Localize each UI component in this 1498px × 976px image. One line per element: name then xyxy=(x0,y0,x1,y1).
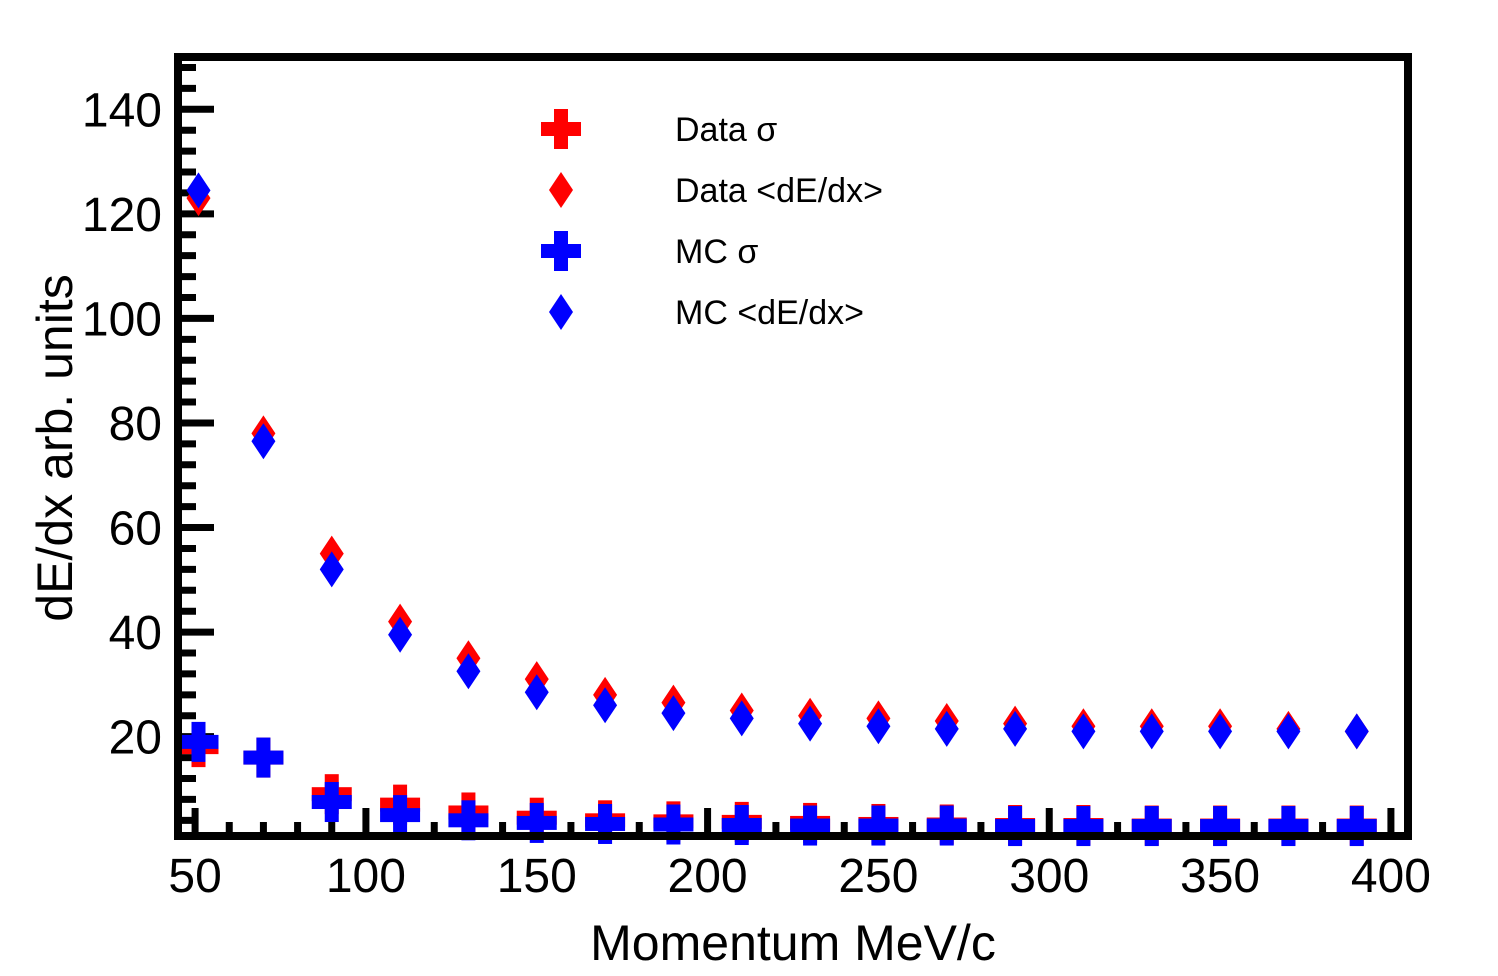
legend-label: Data <dE/dx> xyxy=(675,172,883,210)
x-tick-label: 400 xyxy=(1351,850,1431,903)
diamond-point xyxy=(1344,713,1369,750)
cross-point xyxy=(311,782,352,823)
x-tick-label: 300 xyxy=(1009,850,1089,903)
x-axis-label: Momentum MeV/c xyxy=(590,915,996,971)
diamond-point xyxy=(1208,713,1233,750)
legend-entry: MC σ xyxy=(541,231,758,271)
plot-frame xyxy=(174,53,1412,840)
x-tick-label: 100 xyxy=(326,850,406,903)
x-tick-label: 350 xyxy=(1180,850,1260,903)
legend: Data σ Data <dE/dx> MC σ MC <dE/dx> xyxy=(541,109,883,332)
legend-marker xyxy=(541,231,581,271)
diamond-point xyxy=(798,705,823,742)
diamond-point xyxy=(661,695,686,732)
diamond-point xyxy=(1071,713,1096,750)
x-tick-label: 50 xyxy=(168,850,221,903)
diamond-point xyxy=(1139,713,1164,750)
tick-labels: 50 100 150 200 250 300 350 400 20 40 60 80 100 120 140 xyxy=(82,84,1431,903)
data-points xyxy=(178,172,1377,847)
diamond-point xyxy=(456,653,481,690)
cross-point xyxy=(448,800,489,841)
legend-entry: Data <dE/dx> xyxy=(549,172,883,210)
diamond-point xyxy=(1003,710,1028,747)
diamond-point xyxy=(319,551,344,588)
x-tick-label: 150 xyxy=(497,850,577,903)
legend-entry: Data σ xyxy=(541,109,777,149)
y-tick-label: 120 xyxy=(82,189,162,242)
diamond-point xyxy=(866,708,891,745)
y-tick-label: 60 xyxy=(109,503,162,556)
cross-point xyxy=(178,721,219,762)
diamond-point xyxy=(251,423,276,460)
legend-marker xyxy=(549,294,573,330)
diamond-point xyxy=(524,674,549,711)
legend-label: MC σ xyxy=(675,233,758,271)
diamond-point xyxy=(1276,713,1301,750)
diamond-point xyxy=(388,616,413,653)
legend-entry: MC <dE/dx> xyxy=(549,294,864,332)
diamond-point xyxy=(186,172,211,209)
y-tick-label: 140 xyxy=(82,84,162,137)
y-tick-label: 40 xyxy=(109,607,162,660)
legend-label: Data σ xyxy=(675,111,777,149)
y-tick-label: 100 xyxy=(82,293,162,346)
y-tick-label: 80 xyxy=(109,398,162,451)
legend-marker xyxy=(541,109,581,149)
cross-point xyxy=(380,795,421,836)
diamond-point xyxy=(934,710,959,747)
cross-point xyxy=(243,737,284,778)
series-3 xyxy=(186,172,1369,750)
legend-marker xyxy=(549,172,573,208)
diamond-point xyxy=(729,700,754,737)
y-axis-label: dE/dx arb. units xyxy=(27,274,83,621)
legend-label: MC <dE/dx> xyxy=(675,294,864,332)
y-tick-label: 20 xyxy=(109,712,162,765)
x-tick-label: 200 xyxy=(668,850,748,903)
diamond-point xyxy=(593,687,618,724)
x-tick-label: 250 xyxy=(838,850,918,903)
